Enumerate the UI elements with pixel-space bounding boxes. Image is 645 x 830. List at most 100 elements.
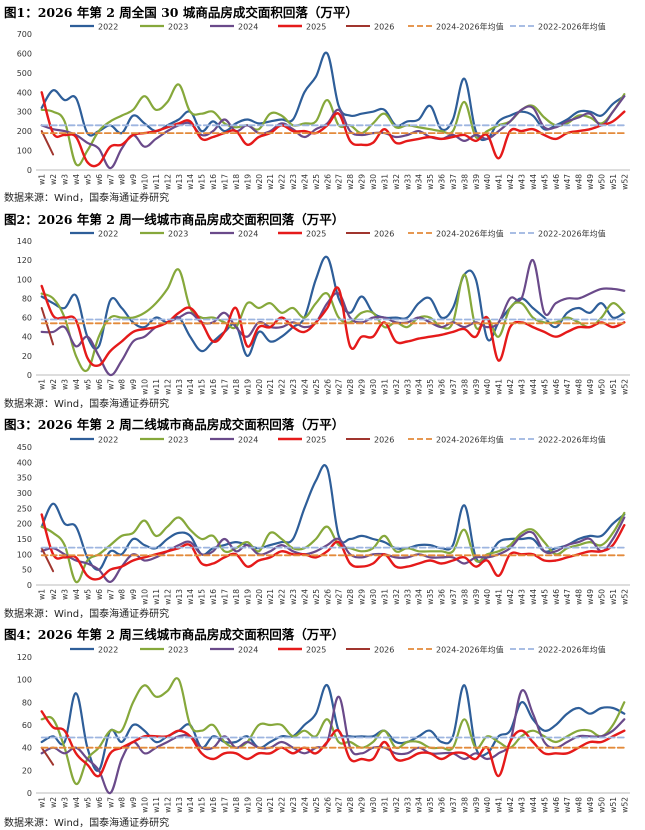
y-tick-label: 400 <box>17 458 32 467</box>
x-tick-label: w36 <box>438 379 447 395</box>
x-tick-label: w32 <box>392 589 401 605</box>
x-tick-label: w46 <box>552 797 561 813</box>
y-tick-label: 300 <box>17 489 32 498</box>
y-tick-label: 600 <box>17 49 32 58</box>
legend-label-2025: 2025 <box>306 646 326 655</box>
x-tick-label: w27 <box>335 589 344 605</box>
x-tick-label: w11 <box>152 797 161 813</box>
x-tick-label: w44 <box>529 174 538 190</box>
x-tick-label: w18 <box>232 589 241 605</box>
x-tick-label: w18 <box>232 379 241 395</box>
y-tick-label: 40 <box>22 744 32 753</box>
y-tick-label: 40 <box>22 333 32 342</box>
x-tick-label: w41 <box>495 379 504 395</box>
y-tick-label: 250 <box>17 504 32 513</box>
x-tick-label: w19 <box>243 589 252 605</box>
x-tick-label: w30 <box>369 379 378 395</box>
chart-svg: 2022 2023 2024 2025 2026 2024-2026年均值 2022-202… <box>17 435 630 605</box>
x-tick-label: w6 <box>95 379 104 390</box>
y-tick-label: 100 <box>17 275 32 284</box>
y-axis: 0 20 40 60 80 100 120 140 <box>17 237 32 380</box>
x-tick-label: w20 <box>255 174 264 190</box>
x-tick-label: w7 <box>106 589 115 600</box>
x-tick-label: w3 <box>61 379 70 390</box>
series-line-2025 <box>40 513 626 581</box>
x-tick-label: w31 <box>380 589 389 605</box>
x-tick-label: w22 <box>278 589 287 605</box>
x-tick-label: w49 <box>586 589 595 605</box>
series-line-2025 <box>40 710 626 778</box>
x-tick-label: w19 <box>243 379 252 395</box>
x-tick-label: w43 <box>517 797 526 813</box>
x-tick-label: w41 <box>495 174 504 190</box>
x-tick-label: w1 <box>38 797 47 808</box>
x-tick-label: w16 <box>209 589 218 605</box>
legend-label-2024-2026年均值: 2024-2026年均值 <box>436 229 504 239</box>
y-tick-label: 400 <box>17 88 32 97</box>
legend-label-2022: 2022 <box>98 230 118 239</box>
series-line-2023 <box>40 511 626 584</box>
x-tick-label: w22 <box>278 379 287 395</box>
x-tick-label: w5 <box>83 174 92 185</box>
legend-label-2022-2026年均值: 2022-2026年均值 <box>538 22 606 32</box>
x-tick-label: w1 <box>38 589 47 600</box>
x-tick-label: w44 <box>529 379 538 395</box>
x-tick-label: w39 <box>472 797 481 813</box>
x-tick-label: w16 <box>209 797 218 813</box>
source-note: 数据来源：Wind，国泰海通证券研究 <box>4 399 170 410</box>
x-tick-label: w43 <box>517 589 526 605</box>
x-tick-label: w20 <box>255 589 264 605</box>
x-tick-label: w34 <box>415 797 424 813</box>
y-tick-label: 100 <box>17 550 32 559</box>
legend-label-2024: 2024 <box>238 230 258 239</box>
x-tick-label: w52 <box>620 379 629 395</box>
x-tick-label: w41 <box>495 797 504 813</box>
x-tick-label: w11 <box>152 589 161 605</box>
x-tick-label: w18 <box>232 174 241 190</box>
y-tick-label: 80 <box>22 698 32 707</box>
x-tick-label: w19 <box>243 797 252 813</box>
x-tick-label: w37 <box>449 174 458 190</box>
x-tick-label: w46 <box>552 174 561 190</box>
y-tick-label: 140 <box>17 237 32 246</box>
x-tick-label: w11 <box>152 174 161 190</box>
y-tick-label: 700 <box>17 30 32 39</box>
x-tick-label: w2 <box>49 174 58 185</box>
legend-label-2024-2026年均值: 2024-2026年均值 <box>436 435 504 445</box>
y-tick-label: 100 <box>17 147 32 156</box>
x-tick-label: w21 <box>266 589 275 605</box>
x-tick-label: w10 <box>141 797 150 813</box>
x-tick-label: w17 <box>220 797 229 813</box>
series-line-2025 <box>40 284 626 368</box>
x-tick-label: w12 <box>163 797 172 813</box>
y-tick-label: 350 <box>17 474 32 483</box>
x-tick-label: w8 <box>118 174 127 185</box>
x-tick-label: w6 <box>95 589 104 600</box>
legend-label-2026: 2026 <box>374 230 394 239</box>
legend-label-2026: 2026 <box>374 646 394 655</box>
x-tick-label: w28 <box>346 174 355 190</box>
figure-3: 图3：2026 年第 2 周二线城市商品房成交面积回落（万平） 2022 2023… <box>0 412 645 622</box>
x-tick-label: w6 <box>95 174 104 185</box>
x-tick-label: w9 <box>129 589 138 600</box>
y-axis: 0 50 100 150 200 250 300 350 400 450 <box>17 443 32 590</box>
x-tick-label: w29 <box>358 379 367 395</box>
x-tick-label: w31 <box>380 379 389 395</box>
x-tick-label: w10 <box>141 379 150 395</box>
series-line-2022 <box>40 51 626 142</box>
x-tick-label: w6 <box>95 797 104 808</box>
legend: 2022 2023 2024 2025 2026 2024-2026年均值 2022-202… <box>70 435 606 445</box>
x-tick-label: w30 <box>369 797 378 813</box>
y-tick-label: 450 <box>17 443 32 452</box>
y-tick-label: 60 <box>22 314 32 323</box>
x-tick-label: w42 <box>506 379 515 395</box>
x-tick-label: w50 <box>597 797 606 813</box>
series-line-2024 <box>40 689 626 795</box>
x-tick-label: w39 <box>472 174 481 190</box>
x-tick-label: w47 <box>563 174 572 190</box>
x-tick-label: w24 <box>300 797 309 813</box>
x-tick-label: w49 <box>586 174 595 190</box>
x-tick-label: w28 <box>346 797 355 813</box>
legend-label-2022-2026年均值: 2022-2026年均值 <box>538 229 606 239</box>
x-tick-label: w51 <box>609 379 618 395</box>
